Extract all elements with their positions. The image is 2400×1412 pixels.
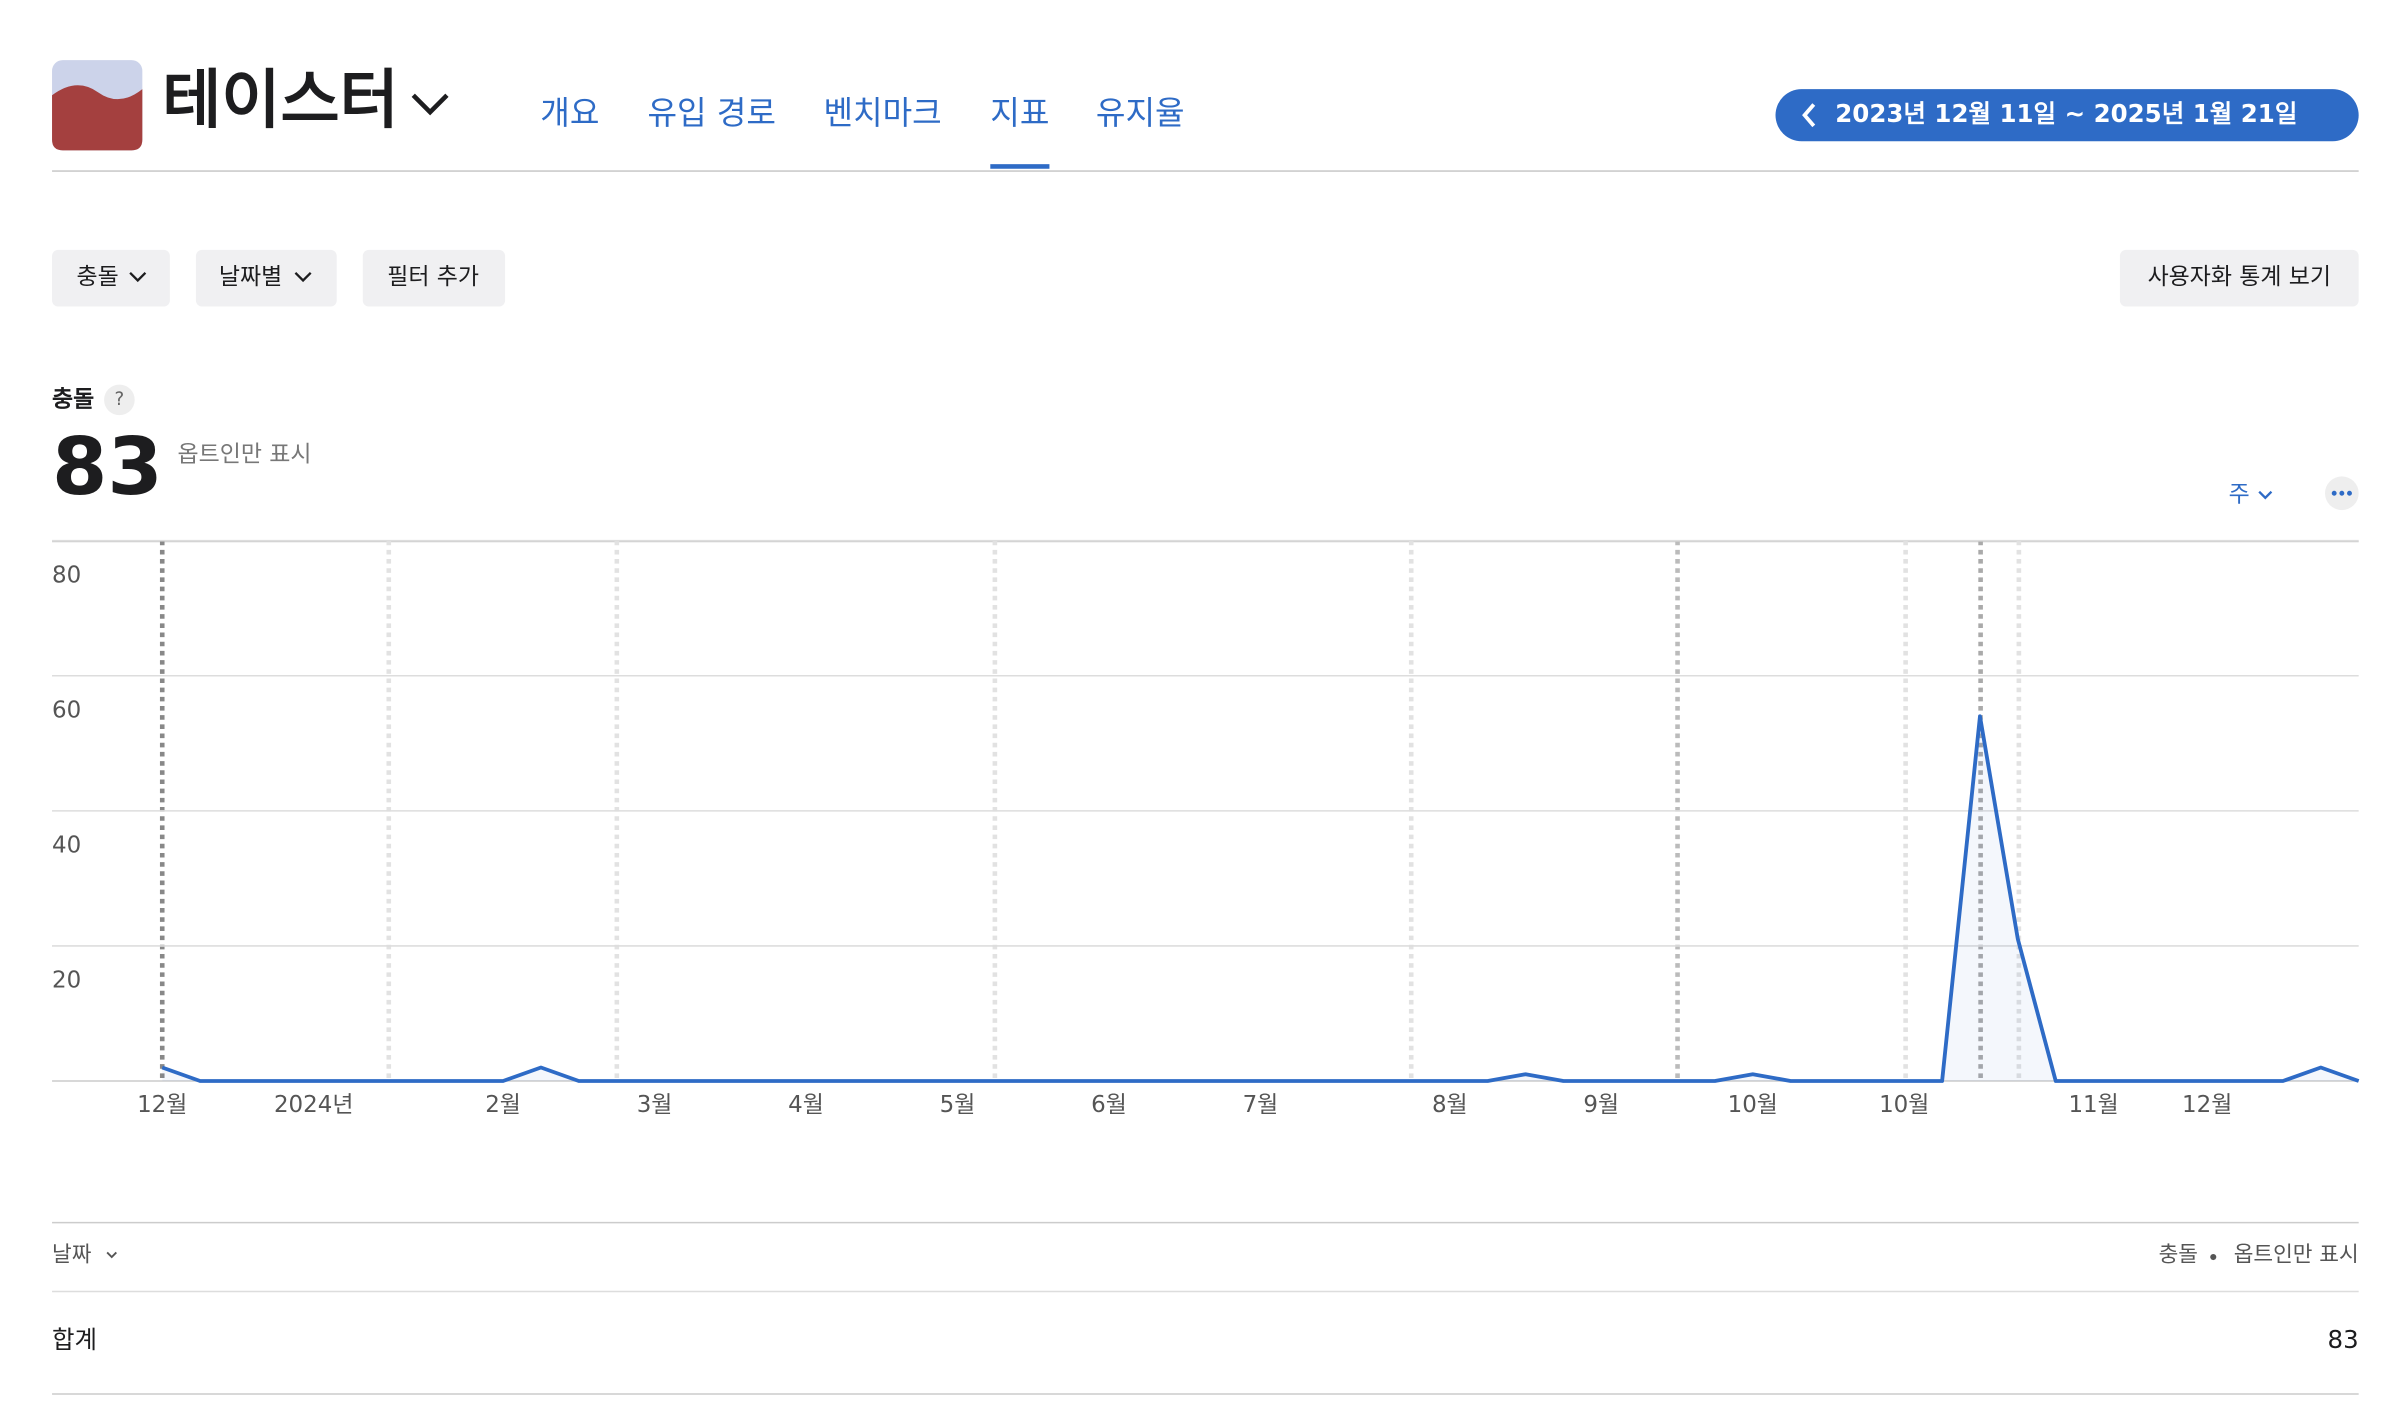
tab[interactable]: 유지율 <box>1096 94 1185 132</box>
y-tick-label: 20 <box>52 968 81 994</box>
x-tick-label: 2월 <box>485 1092 521 1118</box>
help-text[interactable]: ? <box>115 389 125 410</box>
app-name[interactable]: 테이스터 <box>162 63 399 138</box>
app-chevron[interactable] <box>411 93 449 116</box>
x-tick-label: 10월 <box>1879 1092 1929 1118</box>
more-dots[interactable] <box>2331 490 2352 496</box>
filter-chevron[interactable] <box>129 272 147 283</box>
y-tick-label: 60 <box>52 697 81 723</box>
tab[interactable]: 벤치마크 <box>823 94 941 132</box>
filter-button[interactable] <box>362 249 506 307</box>
custom-label[interactable]: 사용자화 통계 보기 <box>2148 264 2331 290</box>
date-range[interactable]: 2023년 12월 11일 ~ 2025년 1월 21일 <box>1835 99 2297 128</box>
table-header[interactable]: 날짜 <box>52 1242 92 1267</box>
table-header: 옵트인만 표시 <box>2234 1242 2359 1267</box>
table-header: 충돌 <box>2159 1242 2198 1267</box>
x-tick-label: 11월 <box>2068 1092 2118 1118</box>
app-icon-wave <box>52 85 143 151</box>
x-tick-label: 8월 <box>1432 1092 1468 1118</box>
x-tick-label: 3월 <box>637 1092 673 1118</box>
table-cell: 합계 <box>52 1325 97 1354</box>
filter-label[interactable]: 필터 추가 <box>387 264 479 290</box>
interval-chevron[interactable] <box>2258 490 2273 500</box>
line <box>161 714 2360 1083</box>
custom-button[interactable] <box>2119 249 2359 307</box>
metric-note: 옵트인만 표시 <box>178 441 312 467</box>
tab[interactable]: 유입 경로 <box>647 94 775 132</box>
filter-button[interactable] <box>52 249 170 307</box>
tab[interactable]: 개요 <box>540 94 599 132</box>
x-tick-label: 10월 <box>1728 1092 1778 1118</box>
date-prev[interactable] <box>1802 103 1816 128</box>
filter-chevron[interactable] <box>294 272 312 283</box>
x-tick-label: 4월 <box>788 1092 824 1118</box>
interval[interactable]: 주 <box>2229 481 2250 507</box>
area <box>162 716 2359 1081</box>
tab[interactable]: 지표 <box>990 94 1049 132</box>
filter-label[interactable]: 충돌 <box>77 264 119 290</box>
x-tick-label: 5월 <box>940 1092 976 1118</box>
x-tick-label: 9월 <box>1583 1092 1619 1118</box>
metric-value: 83 <box>52 420 163 513</box>
sort-chevron[interactable] <box>106 1251 117 1259</box>
y-tick-label: 80 <box>52 562 81 588</box>
x-tick-label: 12월 <box>137 1092 187 1118</box>
x-tick-label: 7월 <box>1243 1092 1279 1118</box>
active-tab-underline <box>990 164 1050 169</box>
filter-label[interactable]: 날짜별 <box>219 264 282 290</box>
date-range-button[interactable] <box>1775 89 2359 142</box>
metric-label: 충돌 <box>52 386 94 412</box>
x-tick-label: 6월 <box>1091 1092 1127 1118</box>
x-tick-label: 12월 <box>2182 1092 2232 1118</box>
x-tick-label: 2024년 <box>274 1092 353 1118</box>
help-icon[interactable] <box>104 384 135 416</box>
bullet <box>2210 1253 2217 1261</box>
filter-button[interactable] <box>195 249 337 307</box>
table-cell: 83 <box>2328 1325 2359 1354</box>
y-tick-label: 40 <box>52 833 81 859</box>
